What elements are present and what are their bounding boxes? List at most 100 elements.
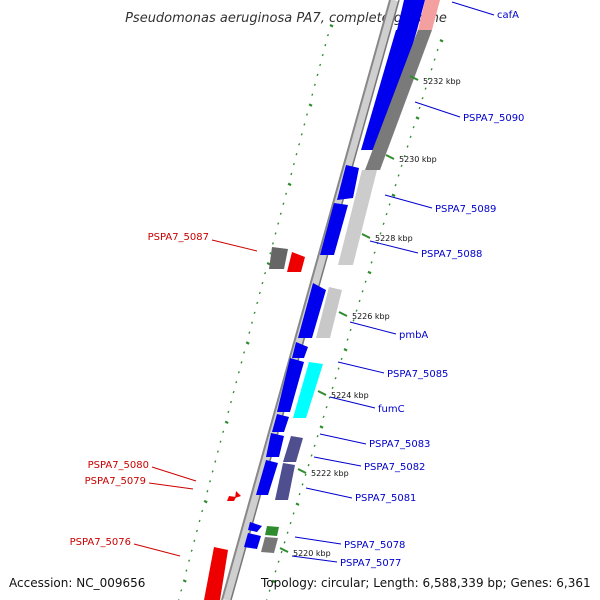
reverse-genes [204, 247, 305, 600]
scale-dot [232, 390, 235, 394]
gene-cafA-arrow[interactable] [397, 0, 425, 30]
gene-label-PSPA7_5077[interactable]: PSPA7_5077 [340, 558, 401, 569]
reverse-gene-labels: PSPA7_5087 PSPA7_5080 PSPA7_5079 PSPA7_5… [70, 232, 258, 557]
gene-pmbA-arrow[interactable] [298, 283, 326, 338]
gene-PSPA7_5090-arrow[interactable] [361, 30, 417, 150]
scale-dot [298, 143, 301, 146]
kbp-tick [385, 154, 395, 160]
scale-dot [289, 521, 292, 525]
scale-dot [292, 512, 295, 515]
gene-label-PSPA7_5090[interactable]: PSPA7_5090 [463, 113, 524, 124]
map-title: Pseudomonas aeruginosa PA7, complete gen… [125, 11, 447, 26]
scale-dot [185, 569, 188, 572]
gene-label-PSPA7_5089[interactable]: PSPA7_5089 [435, 204, 496, 215]
kbp-tick [279, 547, 289, 553]
kbp-label: 5228 kbp [375, 234, 413, 243]
gene-PSPA7_5076-arrow[interactable] [204, 547, 228, 600]
scale-dot [237, 371, 240, 374]
scale-dot [340, 357, 343, 361]
cog-PSPA7_5078 [265, 526, 279, 536]
gene-PSPA7_5082-arrow[interactable] [266, 433, 284, 457]
scale-dot [308, 103, 313, 107]
scale-dot [193, 539, 196, 543]
cog-PSPA7_5089 [338, 170, 377, 265]
scale-dot [277, 222, 280, 225]
scale-dot [319, 63, 322, 67]
scale-dot [203, 499, 208, 504]
forward-gene-labels: cafA PSPA7_5090 PSPA7_5089 PSPA7_5088 pm… [291, 1, 524, 569]
kbp-tick [409, 75, 419, 81]
scale-dot [328, 396, 331, 399]
scale-dot [361, 290, 364, 293]
cog-pmbA [316, 287, 342, 338]
gene-label-PSPA7_5085[interactable]: PSPA7_5085 [387, 369, 448, 380]
scale-dot [235, 381, 238, 384]
scale-dot [324, 43, 327, 47]
scale-dot [382, 222, 385, 225]
gene-label-PSPA7_5083[interactable]: PSPA7_5083 [369, 439, 430, 450]
scale-dot [436, 48, 439, 52]
scale-dot [367, 270, 372, 275]
gene-PSPA7_5088-arrow[interactable] [320, 203, 348, 255]
scale-dot [325, 406, 328, 409]
gene-label-PSPA7_5081[interactable]: PSPA7_5081 [355, 493, 416, 504]
scale-dot [307, 463, 310, 467]
cog-PSPA7_5083 [283, 436, 303, 462]
scale-dot [256, 301, 259, 305]
scale-dot [343, 347, 348, 352]
scale-dot [180, 589, 183, 592]
gene-PSPA7_5087-arrow[interactable] [287, 252, 305, 272]
cog-cafA [418, 0, 440, 30]
scale-dot [264, 271, 267, 275]
gene-PSPA7_5080-arrow[interactable] [235, 491, 241, 498]
gene-PSPA7_5077-arrow[interactable] [244, 533, 261, 549]
gene-label-PSPA7_5088[interactable]: PSPA7_5088 [421, 249, 482, 260]
scale-dot [201, 509, 204, 513]
scale-dot [305, 113, 309, 116]
scale-dot [403, 154, 406, 158]
gene-label-pmbA[interactable]: pmbA [399, 330, 428, 341]
scale-dot [266, 261, 271, 266]
cog-PSPA7_5077 [261, 537, 278, 553]
scale-dot [303, 123, 306, 126]
scale-dot [280, 550, 283, 554]
scale-dot [385, 212, 388, 216]
scale-dot [352, 319, 355, 322]
gene-PSPA7_5083-arrow[interactable] [272, 414, 289, 432]
gene-PSPA7_5081-arrow[interactable] [256, 460, 278, 495]
scale-dot [243, 351, 246, 354]
cog-PSPA7_5090 [365, 30, 432, 170]
gene-label-cafA[interactable]: cafA [497, 10, 519, 21]
gene-label-PSPA7_5078[interactable]: PSPA7_5078 [344, 540, 405, 551]
kbp-label: 5230 kbp [399, 155, 437, 164]
gene-label-PSPA7_5079[interactable]: PSPA7_5079 [85, 476, 146, 487]
scale-dot [268, 589, 271, 592]
scale-dot [300, 133, 303, 136]
scale-dot [379, 232, 382, 235]
scale-dot [391, 193, 396, 197]
gene-PSPA7_5089-arrow[interactable] [337, 165, 359, 200]
scale-dot [373, 251, 376, 254]
gene-PSPA7_5085-arrow[interactable] [292, 342, 308, 358]
scale-dot [427, 77, 430, 81]
gene-label-PSPA7_5082[interactable]: PSPA7_5082 [364, 462, 425, 473]
kbp-tick [297, 468, 307, 474]
gene-PSPA7_5078-arrow[interactable] [248, 522, 262, 532]
gene-label-fumC[interactable]: fumC [378, 404, 405, 415]
scale-dot [397, 174, 400, 177]
scale-dot [409, 135, 412, 139]
scale-dot [334, 377, 337, 380]
gene-label-PSPA7_5087[interactable]: PSPA7_5087 [148, 232, 209, 243]
scale-dot [214, 460, 217, 463]
scale-dot [227, 410, 230, 414]
cog-PSPA7_5081 [275, 463, 295, 500]
scale-dot [224, 420, 229, 425]
gene-label-PSPA7_5080[interactable]: PSPA7_5080 [88, 460, 149, 471]
scale-dot [313, 444, 316, 448]
gene-fumC-arrow[interactable] [277, 358, 304, 412]
scale-dot [269, 252, 272, 255]
gene-label-PSPA7_5076[interactable]: PSPA7_5076 [70, 537, 131, 548]
gene-PSPA7_5079-arrow[interactable] [227, 496, 236, 501]
scale-dot [415, 116, 420, 120]
